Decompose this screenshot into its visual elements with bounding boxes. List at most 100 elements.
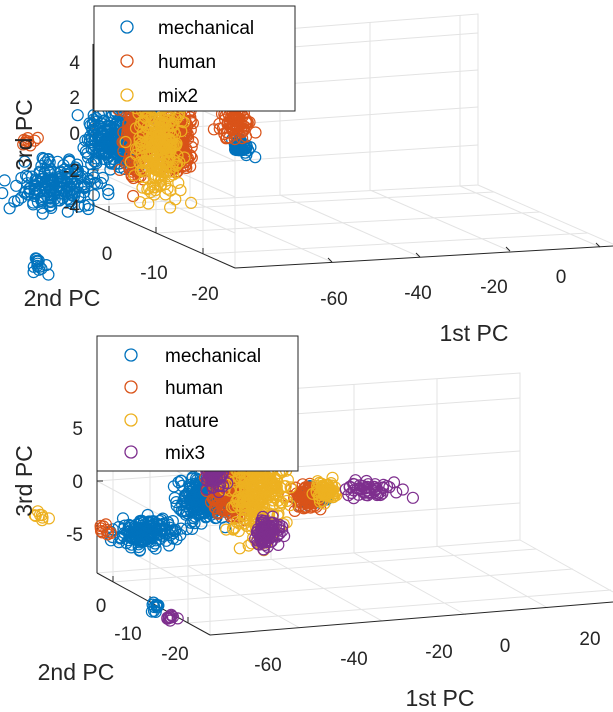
- scatter-point: [278, 529, 291, 543]
- scatter-point: [181, 127, 194, 140]
- scatter-point: [149, 113, 162, 126]
- scatter-point: [17, 133, 31, 146]
- scatter-point: [396, 483, 409, 496]
- scatter-point: [81, 151, 95, 164]
- scatter-point: [376, 487, 389, 500]
- scatter-point: [70, 164, 83, 177]
- scatter-point: [166, 532, 180, 545]
- scatter-point: [95, 142, 108, 155]
- scatter-point: [152, 599, 165, 612]
- x-axis-label: 1st PC: [439, 320, 508, 346]
- z-tick-label: 5: [72, 419, 83, 440]
- scatter-point: [146, 598, 159, 611]
- top-3d-scatter-plot: 4 2 0 -2 -4 0 -10 -20 -60 -40 -20 0 3rd …: [0, 5, 613, 346]
- scatter-point: [283, 499, 297, 512]
- scatter-point: [347, 484, 360, 497]
- z-tick-label: -5: [66, 525, 83, 546]
- scatter-point: [258, 527, 271, 541]
- scatter-point: [318, 497, 331, 510]
- x-tick-label: -60: [320, 289, 347, 310]
- scatter-point: [255, 535, 268, 548]
- scatter-point: [101, 151, 115, 164]
- scatter-point: [277, 480, 291, 493]
- x-tick-label: 0: [500, 636, 511, 657]
- scatter-point: [281, 473, 294, 486]
- scatter-point: [161, 516, 175, 529]
- y-tick-label: -20: [161, 644, 188, 665]
- scatter-point: [37, 152, 50, 166]
- scatter-point: [42, 178, 55, 191]
- scatter-point: [164, 184, 177, 197]
- scatter-point: [362, 478, 375, 491]
- scatter-point: [35, 159, 48, 173]
- y-tick-labels: 0 -10 -20: [102, 244, 219, 305]
- scatter-point: [228, 521, 241, 534]
- scatter-point: [11, 194, 25, 207]
- scatter-point: [104, 526, 118, 540]
- z-tick-label: 0: [72, 472, 83, 493]
- y-tick-labels: 0 -10 -20: [96, 596, 189, 665]
- scatter-point: [233, 542, 246, 555]
- scatter-point: [62, 167, 76, 180]
- scatter-point: [205, 474, 218, 487]
- scatter-point: [83, 130, 97, 143]
- scatter-point: [343, 480, 356, 493]
- scatter-point: [94, 519, 107, 533]
- x-tick-label: -20: [425, 642, 452, 663]
- z-tick-label: 0: [69, 124, 80, 145]
- x-tick-label: -40: [340, 649, 367, 670]
- z-tick-labels: 4 2 0 -2 -4: [63, 53, 80, 218]
- legend: mechanical human nature mix3: [96, 335, 299, 472]
- scatter-point: [87, 143, 100, 156]
- scatter-point: [255, 514, 268, 527]
- scatter-point: [86, 118, 99, 131]
- scatter-point: [101, 131, 114, 144]
- scatter-point: [249, 126, 262, 139]
- scatter-point: [33, 166, 47, 180]
- scatter-point: [61, 173, 74, 186]
- scatter-point: [62, 186, 75, 200]
- legend-label: nature: [165, 411, 219, 432]
- x-tick-label: 20: [579, 629, 600, 650]
- scatter-point: [44, 192, 57, 205]
- scatter-point: [82, 202, 95, 216]
- scatter-point: [71, 109, 84, 122]
- scatter-point: [90, 177, 104, 190]
- scatter-point: [29, 179, 42, 192]
- scatter-point: [72, 200, 86, 213]
- scatter-point: [42, 268, 55, 281]
- scatter-point: [76, 165, 90, 178]
- scatter-point: [82, 198, 95, 212]
- scatter-point: [154, 180, 167, 193]
- scatter-point: [160, 165, 173, 178]
- scatter-point: [255, 530, 268, 543]
- legend-marker: [124, 380, 138, 394]
- scatter-point: [87, 189, 101, 202]
- legend-label: human: [158, 52, 216, 73]
- scatter-point: [249, 151, 262, 164]
- scatter-point: [93, 120, 106, 134]
- scatter-point: [36, 514, 49, 527]
- scatter-point: [173, 502, 186, 515]
- bottom-3d-scatter-plot: 5 0 -5 0 -10 -20 -60 -40 -20 0 20 3rd PC…: [11, 335, 613, 711]
- x-tick-label: -40: [404, 283, 431, 304]
- scatter-point: [207, 123, 220, 136]
- scatter-point: [170, 112, 183, 125]
- scatter-point: [17, 138, 30, 151]
- x-axis-label: 1st PC: [405, 685, 474, 711]
- scatter-point: [227, 523, 240, 536]
- scatter-point: [114, 532, 127, 545]
- scatter-point: [0, 174, 11, 187]
- scatter-point: [101, 119, 114, 133]
- scatter-point: [201, 502, 214, 516]
- scatter-point: [257, 474, 270, 488]
- scatter-point: [178, 151, 191, 164]
- scatter-point: [164, 611, 177, 624]
- scatter-point: [3, 202, 16, 215]
- scatter-point: [163, 134, 176, 147]
- scatter-point: [153, 143, 166, 156]
- scatter-point: [63, 155, 76, 168]
- y-tick-label: -10: [114, 624, 141, 645]
- legend-marker: [124, 348, 138, 362]
